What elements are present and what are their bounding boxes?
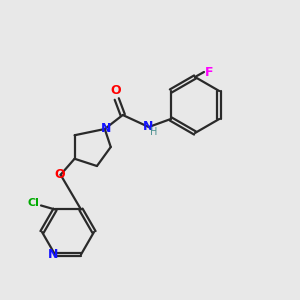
Text: H: H bbox=[150, 127, 158, 137]
Text: Cl: Cl bbox=[27, 199, 39, 208]
Text: N: N bbox=[48, 248, 58, 261]
Text: N: N bbox=[100, 122, 111, 134]
Text: O: O bbox=[110, 85, 121, 98]
Text: F: F bbox=[205, 65, 213, 79]
Text: O: O bbox=[54, 168, 65, 181]
Text: N: N bbox=[142, 119, 153, 133]
